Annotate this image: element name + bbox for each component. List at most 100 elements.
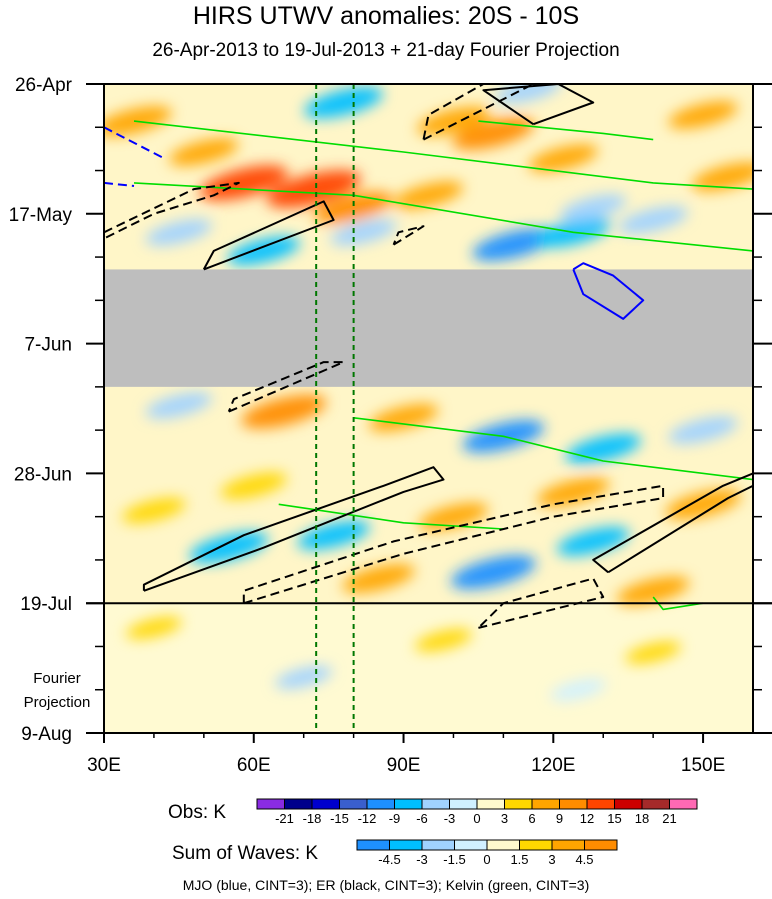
obs-colorbar-swatch (421, 798, 450, 810)
waves-colorbar-label: Sum of Waves: K (172, 843, 319, 864)
obs-colorbar-swatch (256, 798, 285, 810)
y-tick-label: 19-Jul (20, 594, 72, 615)
anomaly-patch (550, 678, 606, 701)
mjo-contour-dashed (104, 126, 165, 160)
anomaly-patch (393, 181, 464, 209)
anomaly-patch (189, 531, 269, 564)
waves-colorbar-swatch (551, 839, 585, 851)
obs-colorbar-swatch (504, 798, 533, 810)
er-contour-dashed (422, 84, 535, 141)
obs-colorbar-swatch (641, 798, 670, 810)
er-contour-dashed (227, 361, 345, 413)
waves-colorbar-swatch (454, 839, 488, 851)
x-tick-label: 30E (87, 755, 121, 776)
anomaly-patch (625, 641, 681, 664)
waves-colorbar-tick-label: -3 (416, 852, 428, 867)
anomaly-patch (618, 206, 688, 234)
obs-colorbar-swatch (311, 798, 340, 810)
y-tick-label: 9-Aug (21, 724, 72, 745)
er-contour-solid (142, 466, 445, 592)
obs-colorbar-tick-label: 18 (635, 811, 649, 826)
obs-colorbar-tick-label: 6 (528, 811, 535, 826)
anomaly-patch (104, 106, 172, 137)
obs-colorbar-swatch (366, 798, 395, 810)
chart-subtitle: 26-Apr-2013 to 19-Jul-2013 + 21-day Four… (152, 40, 620, 61)
obs-colorbar-tick-label: -15 (330, 811, 349, 826)
anomaly-patches (104, 84, 753, 701)
waves-colorbar-tick-label: 3 (548, 852, 555, 867)
anomaly-patch (145, 392, 212, 419)
obs-colorbar-tick-label: 12 (580, 811, 594, 826)
obs-colorbar-swatch (476, 798, 505, 810)
anomaly-patch (297, 520, 370, 550)
obs-colorbar-swatch (449, 798, 478, 810)
er-contour-dashed (104, 181, 240, 240)
anomaly-patch (330, 219, 397, 246)
obs-colorbar-tick-label: -9 (389, 811, 401, 826)
er-contour-dashed (242, 484, 665, 605)
kelvin-contour (133, 182, 753, 252)
obs-colorbar-tick-label: 3 (501, 811, 508, 826)
anomaly-patch (304, 86, 383, 119)
waves-colorbar-swatch (584, 839, 618, 851)
obs-colorbar-tick-label: 0 (473, 811, 480, 826)
anomaly-patch (126, 617, 182, 639)
fourier-label-line2: Projection (23, 694, 91, 711)
anomaly-patch (537, 477, 610, 507)
anomaly-patch (472, 228, 555, 261)
anomaly-patch (368, 404, 439, 432)
obs-colorbar-swatch (531, 798, 560, 810)
mjo-contour-solid (572, 262, 645, 320)
obs-colorbar-swatch (284, 798, 313, 810)
anomaly-patch (691, 162, 753, 192)
kelvin-contour (133, 120, 753, 190)
plot-interior (104, 84, 753, 733)
waves-colorbar-swatch (356, 839, 390, 851)
waves-colorbar-swatch (389, 839, 423, 851)
anomaly-patch (266, 170, 361, 208)
obs-colorbar-tick-label: 15 (607, 811, 621, 826)
obs-colorbar-swatch (669, 798, 698, 810)
waves-colorbar-tick-label: 0 (483, 852, 490, 867)
anomaly-patch (122, 498, 186, 523)
waves-colorbar-tick-label: 4.5 (575, 852, 593, 867)
obs-colorbar-tick-label: 21 (662, 811, 676, 826)
plot-frame (103, 83, 754, 734)
anomaly-patch (495, 84, 562, 104)
anomaly-patch (342, 564, 415, 593)
x-tick-label: 60E (237, 755, 271, 776)
anomaly-patch (668, 101, 738, 129)
obs-colorbar-tick-label: 9 (556, 811, 563, 826)
footer-legend: MJO (blue, CINT=3); ER (black, CINT=3); … (182, 877, 590, 893)
fourier-label-line1: Fourier (33, 670, 81, 687)
er-contour-dashed (392, 225, 425, 246)
anomaly-patch (169, 138, 239, 166)
x-tick-label: 120E (531, 755, 575, 776)
anomaly-patch (665, 489, 741, 520)
anomaly-patch (199, 165, 288, 201)
anomaly-patch (557, 527, 630, 556)
waves-colorbar-swatch (421, 839, 455, 851)
kelvin-contour (353, 417, 753, 481)
anomaly-patch (227, 236, 300, 266)
anomaly-patch (560, 194, 627, 221)
x-tick-label: 150E (681, 755, 725, 776)
anomaly-patch (220, 472, 287, 499)
kelvin-contour (278, 503, 504, 530)
obs-colorbar-swatch (559, 798, 588, 810)
anomaly-patch (668, 416, 738, 444)
obs-colorbar-swatch (339, 798, 368, 810)
obs-colorbar-tick-label: -21 (275, 811, 294, 826)
obs-colorbar-tick-label: -3 (444, 811, 456, 826)
obs-colorbar-tick-label: -18 (303, 811, 322, 826)
waves-colorbar-swatch (486, 839, 520, 851)
er-contour-solid (202, 200, 335, 271)
obs-colorbar-label: Obs: K (168, 802, 227, 823)
y-tick-label: 17-May (9, 205, 73, 226)
projection-background (104, 603, 753, 733)
obs-colorbar-swatch (586, 798, 615, 810)
er-contour-dashed (477, 577, 605, 629)
mjo-contour-dashed (104, 181, 135, 187)
anomaly-patch (418, 502, 489, 531)
